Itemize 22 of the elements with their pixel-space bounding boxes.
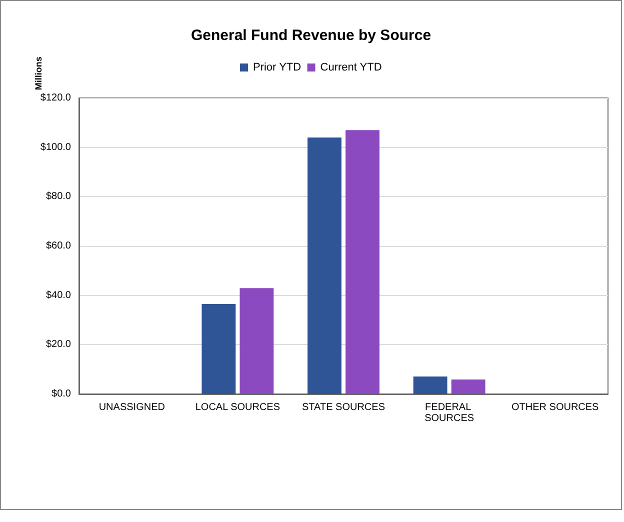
y-tick-label: $80.0 — [46, 191, 72, 202]
bar — [413, 376, 448, 394]
x-tick-label: UNASSIGNED — [98, 402, 165, 413]
bar — [240, 288, 274, 394]
x-tick-label: STATE SOURCES — [302, 402, 386, 413]
y-axis-title: Millions — [34, 56, 44, 90]
x-tick-label: OTHER SOURCES — [511, 402, 600, 413]
legend-label: Current YTD — [320, 62, 382, 74]
x-tick-label: LOCAL SOURCES — [195, 402, 280, 413]
x-tick-label: FEDERAL SOURCES — [424, 402, 474, 424]
bar — [202, 304, 236, 394]
bar — [451, 379, 486, 394]
legend-label: Prior YTD — [252, 62, 302, 74]
y-tick-label: $120.0 — [40, 92, 72, 104]
bar — [308, 137, 342, 394]
chart-title: General Fund Revenue by Source — [190, 27, 432, 44]
y-tick-label: $60.0 — [46, 240, 72, 252]
y-tick-label: $20.0 — [46, 339, 72, 350]
bar — [346, 130, 380, 394]
y-tick-label: $100.0 — [40, 142, 72, 153]
y-tick-label: $40.0 — [46, 290, 72, 301]
y-tick-label: $0.0 — [52, 388, 72, 400]
